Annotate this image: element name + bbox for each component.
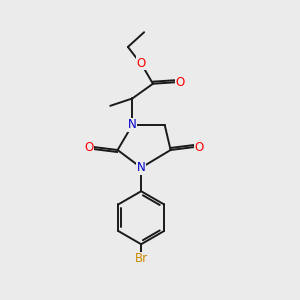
Text: Br: Br <box>135 252 148 266</box>
Text: N: N <box>137 161 146 174</box>
Text: N: N <box>128 118 137 131</box>
Text: O: O <box>176 76 185 89</box>
Text: O: O <box>84 141 93 154</box>
Text: O: O <box>136 57 146 70</box>
Text: O: O <box>195 141 204 154</box>
